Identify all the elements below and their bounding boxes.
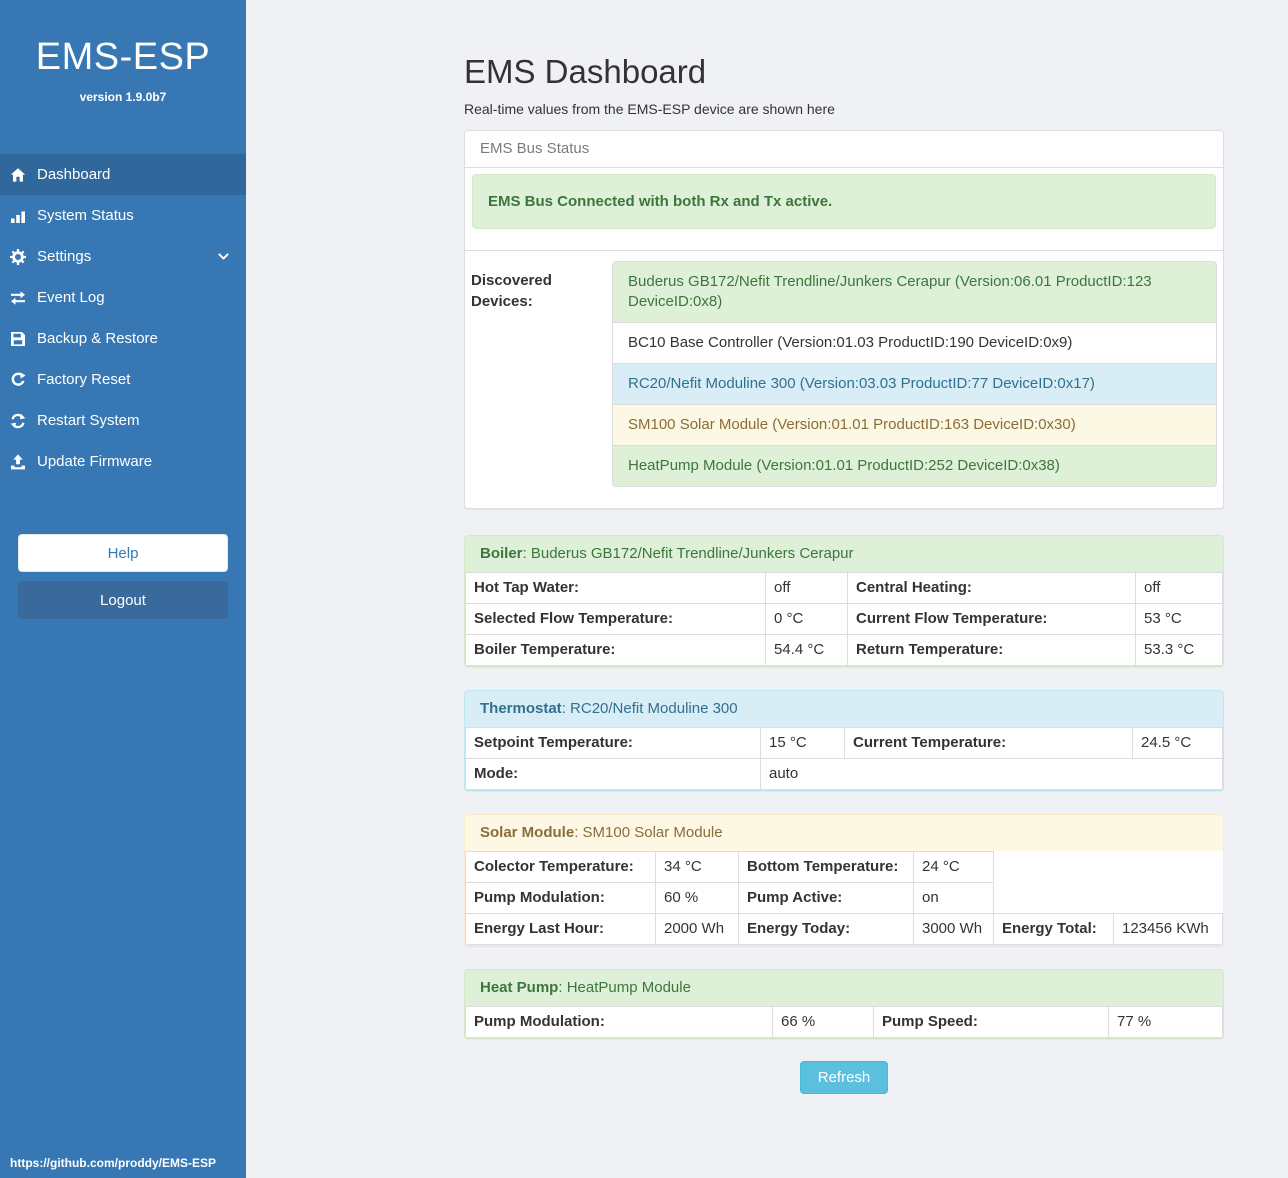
table-row: Boiler Temperature: 54.4 °C Return Tempe… [465,634,1223,666]
panel-title-device: : HeatPump Module [558,979,691,996]
thermostat-panel: Thermostat: RC20/Nefit Moduline 300 Setp… [464,690,1224,791]
table-row: Pump Modulation: 60 % Pump Active: on [465,882,1223,914]
upload-icon [7,453,29,470]
sidebar-item-label: Factory Reset [37,371,131,388]
device-list-item: HeatPump Module (Version:01.01 ProductID… [612,445,1217,487]
sidebar-item-label: Event Log [37,289,105,306]
solar-panel-heading: Solar Module: SM100 Solar Module [465,815,1223,851]
page-subtitle: Real-time values from the EMS-ESP device… [464,101,835,117]
table-row: Energy Last Hour: 2000 Wh Energy Today: … [465,913,1223,945]
app-version: version 1.9.0b7 [79,90,167,104]
heat-pump-values-table: Pump Modulation: 66 % Pump Speed: 77 % [465,1006,1223,1038]
sidebar-item-system-status[interactable]: System Status [0,195,246,236]
panel-title-device: : RC20/Nefit Moduline 300 [561,700,738,717]
device-list-item: SM100 Solar Module (Version:01.01 Produc… [612,404,1217,446]
sidebar-item-settings[interactable]: Settings [0,236,246,277]
thermostat-panel-heading: Thermostat: RC20/Nefit Moduline 300 [465,691,1223,727]
sidebar-item-label: Update Firmware [37,453,153,470]
sidebar-item-factory-reset[interactable]: Factory Reset [0,359,246,400]
main-area: EMS Dashboard Real-time values from the … [246,0,1288,1178]
device-list-item: RC20/Nefit Moduline 300 (Version:03.03 P… [612,363,1217,405]
sidebar-item-label: Backup & Restore [37,330,158,347]
panel-title-label: Thermostat [480,700,562,717]
sidebar-item-event-log[interactable]: Event Log [0,277,246,318]
discovered-devices-label: Discovered Devices: [471,272,552,310]
exchange-arrows-icon [7,289,29,306]
sidebar-item-dashboard[interactable]: Dashboard [0,154,246,195]
floppy-save-icon [7,330,29,347]
sidebar-item-label: Settings [37,248,92,265]
boiler-panel: Boiler: Buderus GB172/Nefit Trendline/Ju… [464,535,1224,667]
bus-connected-alert: EMS Bus Connected with both Rx and Tx ac… [472,174,1216,229]
panel-title-label: Heat Pump [480,979,559,996]
solar-module-panel: Solar Module: SM100 Solar Module Colecto… [464,814,1224,946]
device-list-item: Buderus GB172/Nefit Trendline/Junkers Ce… [612,261,1217,323]
status-bars-icon [7,207,29,224]
table-row: Colector Temperature: 34 °C Bottom Tempe… [465,851,1223,883]
heat-pump-panel: Heat Pump: HeatPump Module Pump Modulati… [464,969,1224,1039]
solar-values-table: Colector Temperature: 34 °C Bottom Tempe… [465,851,1223,945]
heat-pump-panel-heading: Heat Pump: HeatPump Module [465,970,1223,1006]
table-row: Setpoint Temperature: 15 °C Current Temp… [465,727,1223,759]
discovered-devices-section: Discovered Devices: Buderus GB172/Nefit … [465,250,1223,508]
thermostat-values-table: Setpoint Temperature: 15 °C Current Temp… [465,727,1223,790]
app-brand: EMS-ESP [35,36,211,78]
chevron-down-icon [217,250,230,263]
table-row: Pump Modulation: 66 % Pump Speed: 77 % [465,1006,1223,1038]
sidebar-item-label: System Status [37,207,134,224]
boiler-panel-heading: Boiler: Buderus GB172/Nefit Trendline/Ju… [465,536,1223,572]
boiler-values-table: Hot Tap Water: off Central Heating: off … [465,572,1223,666]
panel-title-device: : Buderus GB172/Nefit Trendline/Junkers … [522,545,854,562]
panel-heading: EMS Bus Status [465,131,1223,168]
sidebar-item-backup-restore[interactable]: Backup & Restore [0,318,246,359]
gear-icon [7,248,29,265]
page-title: EMS Dashboard [464,53,707,90]
ems-bus-status-panel: EMS Bus Status EMS Bus Connected with bo… [464,130,1224,509]
help-button[interactable]: Help [18,534,228,572]
table-row: Hot Tap Water: off Central Heating: off [465,572,1223,604]
sidebar-item-label: Dashboard [37,166,111,183]
sidebar: EMS-ESP version 1.9.0b7 Dashboard System… [0,0,246,1178]
panel-title-label: Solar Module [480,824,575,841]
table-row: Selected Flow Temperature: 0 °C Current … [465,603,1223,635]
panel-title-device: : SM100 Solar Module [574,824,723,841]
panel-title-label: Boiler [480,545,523,562]
sidebar-nav: Dashboard System Status [0,154,246,482]
sidebar-item-update-firmware[interactable]: Update Firmware [0,441,246,482]
home-icon [7,166,29,183]
repeat-arrow-icon [7,371,29,388]
table-row: Mode: auto [465,758,1223,790]
sidebar-item-restart-system[interactable]: Restart System [0,400,246,441]
refresh-arrows-icon [7,412,29,429]
logout-button[interactable]: Logout [18,581,228,619]
refresh-button[interactable]: Refresh [799,1061,889,1094]
device-list: Buderus GB172/Nefit Trendline/Junkers Ce… [612,261,1217,487]
sidebar-item-label: Restart System [37,412,140,429]
device-list-item: BC10 Base Controller (Version:01.03 Prod… [612,322,1217,364]
github-link[interactable]: https://github.com/proddy/EMS-ESP [10,1156,216,1170]
